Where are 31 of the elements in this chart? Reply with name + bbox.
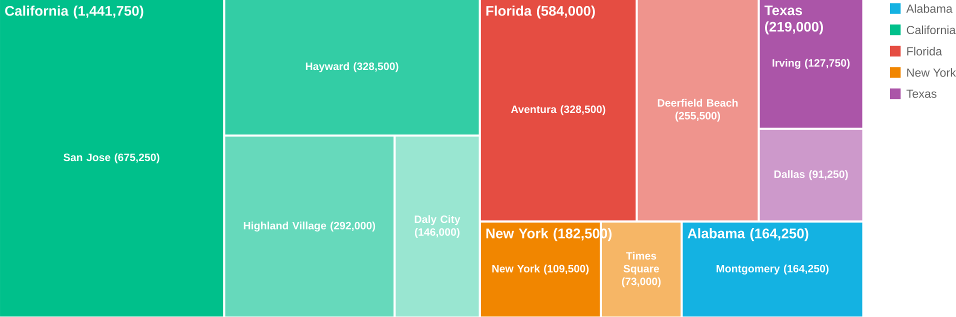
- data-label: (292,000): [330, 222, 376, 232]
- legend-label: New York: [907, 68, 956, 77]
- legend-label: Alabama: [906, 4, 953, 14]
- data-label: (146,000): [414, 228, 460, 238]
- data-label: (91,250): [809, 170, 848, 180]
- legend-label: California: [906, 26, 956, 34]
- text: California (1,441,750): [5, 6, 144, 19]
- category-label: Daly City: [414, 215, 460, 226]
- category-label: Highland Village: [244, 222, 326, 232]
- category-label: Deerfield Beach: [658, 99, 738, 107]
- category-label: Hayward: [306, 62, 349, 72]
- data-label: (164,250): [784, 264, 829, 275]
- data-label: (109,500): [544, 264, 589, 275]
- text: Texas (219,000): [764, 6, 823, 35]
- data-label: (328,500): [560, 105, 606, 116]
- legend-label: Florida: [907, 47, 942, 56]
- category-label: San Jose: [64, 154, 110, 162]
- data-label: (675,250): [114, 154, 160, 164]
- data-label: (73,000): [622, 278, 661, 288]
- data-label: (328,500): [354, 62, 398, 72]
- category-label: Irving: [772, 59, 800, 70]
- text: Florida (584,000): [486, 6, 595, 19]
- category-label: Aventura: [511, 106, 557, 114]
- category-label: Times Square: [624, 252, 660, 275]
- data-label: (127,750): [805, 59, 850, 70]
- category-label: Montgomery: [716, 265, 780, 275]
- data-label: (255,500): [675, 112, 720, 122]
- text: Alabama (164,250): [688, 228, 808, 242]
- category-label: New York: [492, 264, 540, 273]
- legend-label: Texas: [906, 90, 936, 98]
- category-label: Dallas: [774, 170, 805, 178]
